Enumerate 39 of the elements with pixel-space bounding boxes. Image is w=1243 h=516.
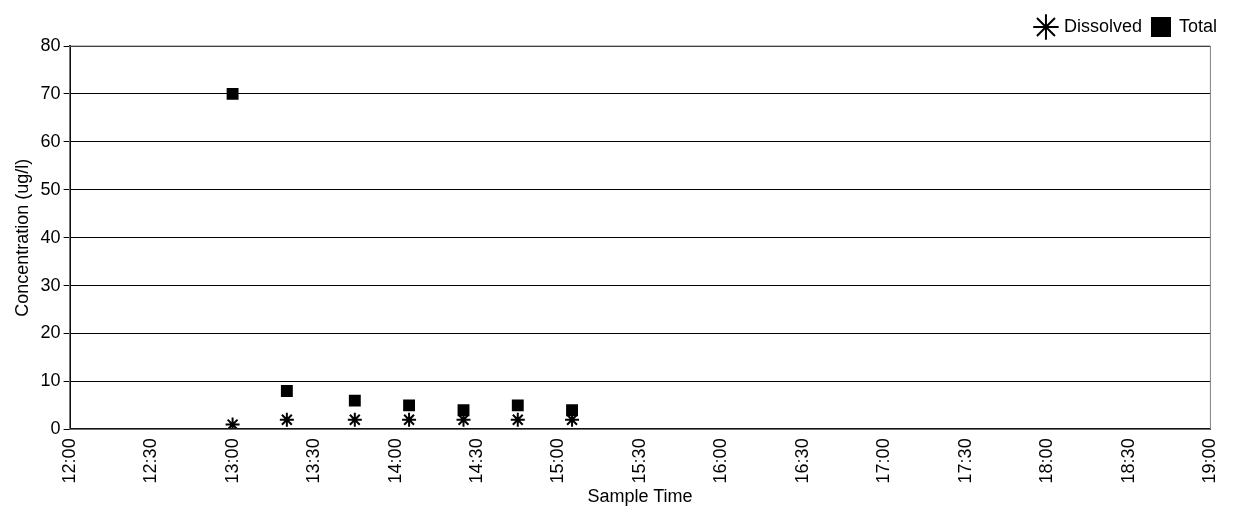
x-tick-label: 13:00 — [221, 438, 242, 484]
x-tick-label: 13:30 — [303, 438, 324, 484]
point — [346, 411, 363, 428]
x-tick-label: 14:30 — [466, 438, 487, 484]
x-tick-label: 12:30 — [140, 438, 161, 484]
point — [280, 385, 293, 397]
point — [566, 404, 578, 417]
y-tick-label: 70 — [40, 82, 61, 103]
y-tick-label: 50 — [40, 178, 61, 199]
x-tick-label: 12:00 — [58, 438, 79, 484]
point — [403, 399, 416, 412]
y-tick-label: 30 — [40, 274, 61, 295]
point — [226, 87, 239, 100]
y-tick-label: 40 — [40, 226, 61, 247]
y-tick-label: 60 — [40, 130, 61, 151]
y-tick-label: 20 — [40, 322, 61, 343]
x-tick-label: 18:30 — [1117, 438, 1138, 484]
x-tick-label: 18:00 — [1036, 438, 1057, 484]
x-tick-label: 16:30 — [791, 438, 812, 484]
x-axis-title: Sample Time — [587, 486, 693, 507]
point — [224, 416, 241, 430]
x-tick-label: 19:00 — [1199, 438, 1220, 484]
y-tick-label: 0 — [50, 418, 61, 439]
point — [511, 399, 524, 412]
y-tick-label: 10 — [40, 370, 61, 391]
y-tick-label: 80 — [40, 34, 61, 55]
x-tick-label: 17:00 — [873, 438, 894, 484]
point — [401, 411, 418, 428]
legend-label: Total — [1178, 15, 1218, 36]
x-tick-label: 16:00 — [710, 438, 731, 484]
point — [509, 411, 526, 428]
x-tick-label: 15:00 — [547, 438, 568, 484]
x-tick-label: 17:30 — [954, 438, 975, 484]
point — [348, 394, 361, 407]
point — [278, 411, 295, 428]
legend-label: Dissolved — [1063, 15, 1142, 36]
x-tick-label: 14:00 — [384, 438, 405, 484]
y-axis-title: Concentration (ug/l) — [11, 158, 32, 317]
x-tick-label: 15:30 — [628, 438, 649, 484]
